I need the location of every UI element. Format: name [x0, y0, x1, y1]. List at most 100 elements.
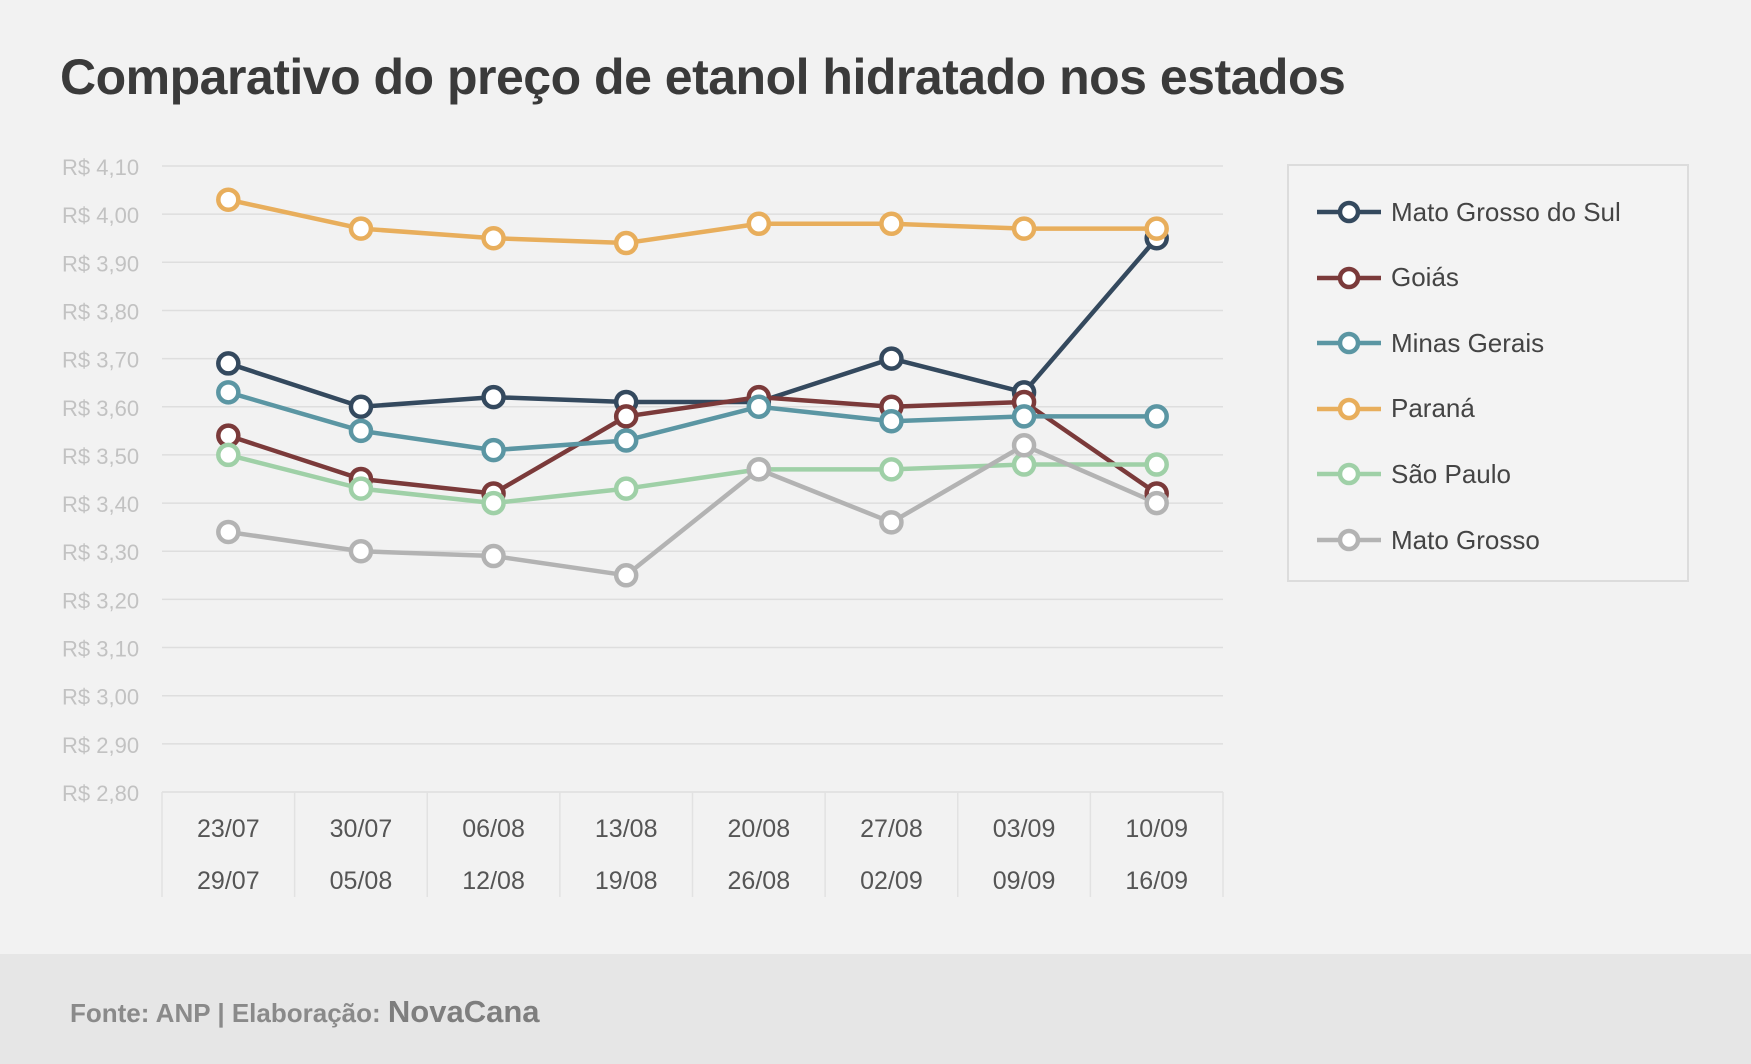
legend-label: Minas Gerais: [1391, 327, 1545, 358]
y-tick-label: R$ 2,80: [62, 781, 139, 806]
x-tick-label-start: 23/07: [197, 815, 260, 843]
y-tick-label: R$ 3,60: [62, 396, 139, 421]
legend-item: Goiás: [1313, 258, 1459, 298]
legend-item: Paraná: [1313, 389, 1475, 429]
data-point: [216, 351, 241, 376]
legend-marker: [1337, 397, 1361, 421]
legend-label: São Paulo: [1391, 458, 1511, 489]
y-tick-label: R$ 3,30: [62, 540, 139, 565]
data-point: [1011, 404, 1037, 429]
data-point: [481, 543, 506, 569]
legend-swatch: [1317, 528, 1381, 552]
chart-legend: Mato Grosso do Sul Goiás Minas Gerais Paran…: [1287, 164, 1689, 582]
y-tick-label: R$ 3,90: [62, 251, 139, 276]
line-chart: R$ 4,10 R$ 4,00 R$ 3,90 R$ 3,80 R$ 3,70 R$ 3,…: [62, 155, 1224, 897]
data-point: [1144, 404, 1169, 429]
series-line: [226, 394, 1159, 496]
data-point: [348, 394, 374, 420]
legend-item: Mato Grosso do Sul: [1313, 192, 1621, 232]
data-point: [348, 216, 374, 241]
data-point: [879, 408, 904, 434]
data-point: [879, 457, 904, 482]
legend-marker: [1337, 200, 1361, 224]
x-axis: 23/07 29/07 30/07 05/08 06/08 12/08 13/08 19/08…: [161, 792, 1224, 897]
data-point: [879, 510, 904, 535]
data-point: [879, 211, 904, 237]
x-tick-label-end: 16/09: [1125, 867, 1188, 895]
legend-label: Paraná: [1391, 393, 1475, 424]
data-point: [348, 476, 374, 501]
legend-swatch: [1317, 397, 1381, 421]
x-tick-label-end: 12/08: [462, 867, 525, 895]
data-point: [746, 457, 772, 482]
legend-swatch: [1317, 331, 1381, 355]
y-tick-label: R$ 3,50: [62, 444, 139, 469]
source-text: Fonte: ANP | Elaboração:: [70, 998, 381, 1028]
y-tick-label: R$ 3,80: [62, 299, 139, 324]
x-tick-label-end: 29/07: [197, 867, 260, 895]
data-point: [348, 418, 374, 444]
x-tick-label-start: 27/08: [860, 815, 923, 843]
data-point: [216, 442, 241, 468]
data-point: [613, 476, 639, 501]
data-point: [481, 437, 506, 463]
x-tick-label-start: 13/08: [595, 815, 658, 843]
data-point: [216, 187, 241, 212]
data-point: [1144, 452, 1169, 477]
chart-title: Comparativo do preço de etanol hidratado…: [60, 49, 1346, 105]
legend-marker: [1337, 463, 1361, 486]
data-point: [613, 404, 639, 429]
data-point: [216, 519, 241, 545]
legend-item: São Paulo: [1313, 454, 1511, 494]
y-tick-label: R$ 3,40: [62, 492, 139, 517]
series-markers: [216, 187, 1169, 588]
y-tick-label: R$ 3,00: [62, 685, 139, 710]
x-tick-label-end: 26/08: [728, 867, 791, 895]
y-tick-label: R$ 3,70: [62, 348, 139, 373]
x-tick-label-start: 06/08: [462, 815, 525, 843]
series-line: [226, 443, 1159, 578]
data-point: [1144, 490, 1169, 516]
footer: Fonte: ANP | Elaboração: NovaCana: [0, 954, 1751, 1064]
data-point: [481, 384, 506, 410]
y-tick-label: R$ 2,90: [62, 733, 139, 758]
legend-item: Mato Grosso: [1313, 520, 1540, 560]
data-point: [1011, 452, 1037, 477]
data-point: [613, 230, 639, 256]
brand-name: NovaCana: [387, 994, 540, 1029]
y-tick-label: R$ 4,00: [62, 203, 139, 228]
y-tick-label: R$ 3,10: [62, 637, 139, 662]
legend-marker: [1337, 528, 1361, 552]
data-point: [216, 423, 241, 448]
series-line: [226, 235, 1159, 410]
legend-swatch: [1317, 266, 1381, 289]
source-credit: Fonte: ANP | Elaboração: NovaCana: [70, 994, 540, 1030]
y-tick-label: R$ 4,10: [62, 155, 139, 180]
y-axis: R$ 4,10 R$ 4,00 R$ 3,90 R$ 3,80 R$ 3,70 R$ 3,…: [62, 155, 139, 806]
y-tick-label: R$ 3,20: [62, 588, 139, 613]
data-point: [1011, 216, 1037, 241]
series-lines: [226, 197, 1159, 578]
series-line: [226, 452, 1159, 506]
data-point: [746, 394, 772, 420]
x-tick-label-start: 03/09: [993, 815, 1056, 843]
legend-swatch: [1317, 200, 1381, 224]
legend-marker: [1337, 266, 1361, 289]
legend-swatch: [1317, 463, 1381, 486]
x-tick-label-end: 19/08: [595, 867, 658, 895]
legend-label: Mato Grosso do Sul: [1391, 196, 1621, 227]
data-point: [481, 225, 506, 251]
x-tick-label-start: 10/09: [1125, 815, 1188, 843]
legend-label: Goiás: [1391, 262, 1459, 293]
series-line: [226, 390, 1159, 453]
data-point: [216, 380, 241, 405]
data-point: [348, 538, 374, 564]
data-point: [1011, 433, 1037, 458]
legend-label: Mato Grosso: [1391, 524, 1540, 555]
x-tick-label-end: 05/08: [330, 867, 393, 895]
x-tick-label-start: 30/07: [330, 815, 393, 843]
x-tick-label-end: 02/09: [860, 867, 923, 895]
legend-item: Minas Gerais: [1313, 323, 1544, 363]
legend-marker: [1337, 331, 1361, 355]
x-tick-label-end: 09/09: [993, 867, 1056, 895]
